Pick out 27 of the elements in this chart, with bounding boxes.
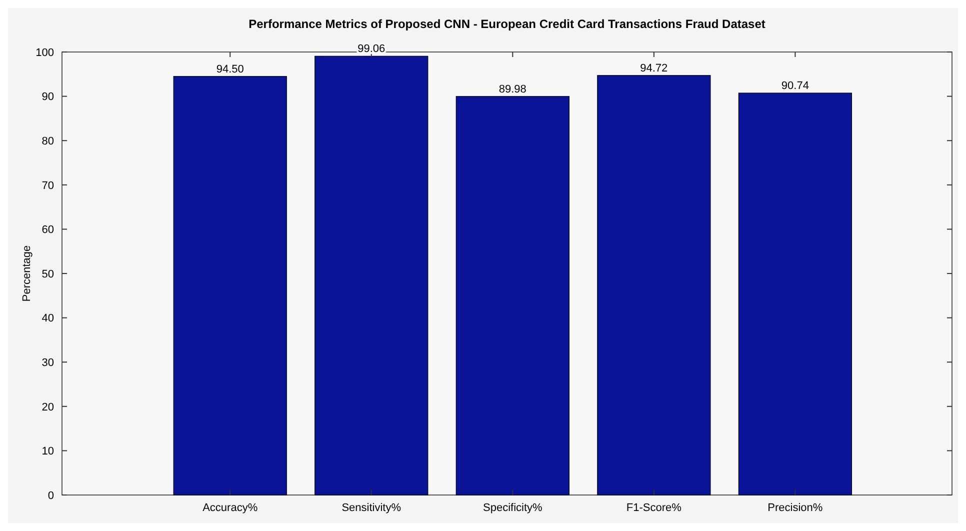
bar <box>173 76 287 496</box>
x-tick-label: Sensitivity% <box>342 502 402 514</box>
data-label: 94.50 <box>216 63 244 76</box>
y-tick-label: 0 <box>48 490 54 502</box>
y-tick-label: 10 <box>42 446 54 458</box>
y-tick-label: 100 <box>36 46 54 59</box>
bar <box>738 92 852 496</box>
x-tick-label: F1-Score% <box>626 502 682 514</box>
x-tick-label: Accuracy% <box>202 502 258 514</box>
data-label: 90.74 <box>781 80 809 92</box>
bar <box>314 56 428 496</box>
y-tick-label: 40 <box>42 312 54 325</box>
data-label: 89.98 <box>498 83 526 96</box>
y-tick-label: 70 <box>42 180 54 192</box>
y-tick-label: 50 <box>42 268 54 280</box>
y-tick-label: 20 <box>42 401 54 414</box>
x-tick-label: Specificity% <box>483 502 543 514</box>
y-tick-label: 60 <box>42 224 54 236</box>
bar <box>597 75 711 496</box>
y-axis-title: Percentage <box>21 245 33 302</box>
y-tick-label: 30 <box>42 356 54 369</box>
x-tick-label: Precision% <box>768 502 823 514</box>
y-tick-label: 90 <box>42 91 54 104</box>
y-tick-label: 80 <box>42 135 54 148</box>
bar <box>456 96 570 496</box>
data-label: 94.72 <box>640 62 668 74</box>
chart-title: Performance Metrics of Proposed CNN - European Credit Card Transactions Fraud Dataset <box>248 17 766 31</box>
